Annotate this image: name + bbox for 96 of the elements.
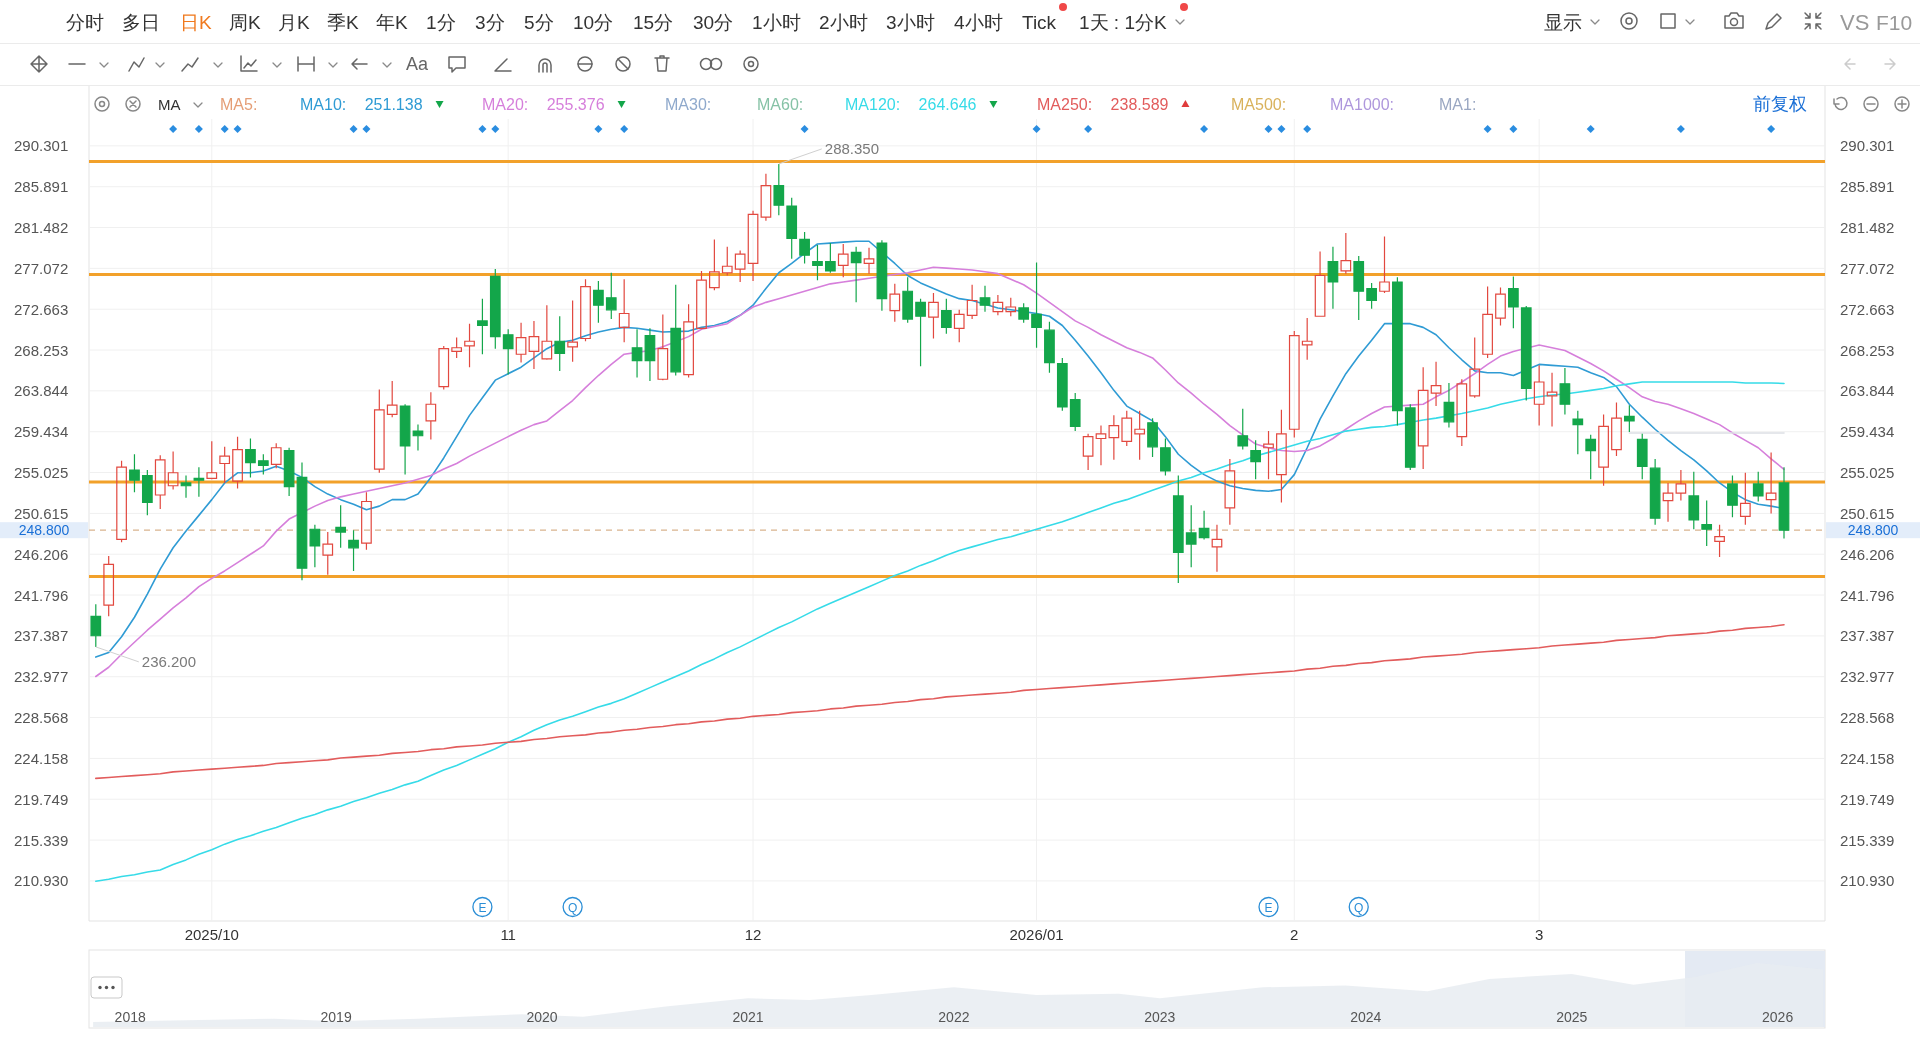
y-tick-label: 285.891 bbox=[14, 178, 69, 196]
y2-tick-label: 241.796 bbox=[1840, 586, 1895, 604]
text: 月K bbox=[278, 11, 310, 33]
annotation: E bbox=[478, 900, 487, 915]
text: 前复权 bbox=[1753, 94, 1807, 114]
y-tick-label: 210.930 bbox=[14, 872, 69, 890]
text: MA30: bbox=[665, 95, 712, 113]
y2-tick-label: 272.663 bbox=[1840, 300, 1895, 318]
y2-tick-label: 210.930 bbox=[1840, 872, 1895, 890]
x-tick-label: 2026 bbox=[1762, 1009, 1794, 1025]
y-tick-label: 281.482 bbox=[14, 219, 69, 237]
text: 多日 bbox=[122, 11, 160, 33]
text: MA1: bbox=[1439, 95, 1477, 113]
text: 10分 bbox=[573, 11, 614, 33]
x-tick-label: 2 bbox=[1290, 925, 1299, 943]
y-tick-label: 232.977 bbox=[14, 668, 69, 686]
y2-tick-label: 228.568 bbox=[1840, 709, 1895, 727]
y2-tick-label: 259.434 bbox=[1840, 423, 1895, 441]
x-tick-label: 2022 bbox=[938, 1009, 970, 1025]
y-tick-label: 237.387 bbox=[14, 627, 69, 645]
text: Aa bbox=[406, 54, 430, 74]
x-tick-label: 2026/01 bbox=[1009, 925, 1064, 943]
x-tick-label: 12 bbox=[744, 925, 762, 943]
text: MA250: 238.589 bbox=[1037, 95, 1169, 113]
text: 1天 : 1分K bbox=[1079, 11, 1167, 33]
text: MA120: 264.646 bbox=[845, 95, 977, 113]
annotation: 288.350 bbox=[824, 140, 880, 158]
text: 年K bbox=[376, 11, 408, 33]
annotation: Q bbox=[567, 900, 578, 915]
y-tick-label: 255.025 bbox=[14, 464, 69, 482]
text: 15分 bbox=[633, 11, 674, 33]
text: Tick bbox=[1022, 11, 1057, 33]
text: 4小时 bbox=[954, 11, 1003, 33]
y2-tick-label: 232.977 bbox=[1840, 668, 1895, 686]
ref-line-label: 248.800 bbox=[18, 522, 70, 539]
y-tick-label: 259.434 bbox=[14, 423, 69, 441]
x-tick-label: 2020 bbox=[526, 1009, 558, 1025]
x-tick-label: 2018 bbox=[114, 1009, 146, 1025]
x-tick-label: 11 bbox=[500, 925, 516, 943]
annotation: E bbox=[1264, 900, 1273, 915]
text: MA10: 251.138 bbox=[300, 95, 423, 113]
y-tick-label: 224.158 bbox=[14, 749, 69, 767]
y2-tick-label: 224.158 bbox=[1840, 749, 1895, 767]
y2-tick-label: 281.482 bbox=[1840, 219, 1895, 237]
text: 1小时 bbox=[752, 11, 801, 33]
y-tick-label: 268.253 bbox=[14, 341, 69, 359]
x-tick-label: 2025/10 bbox=[184, 925, 239, 943]
y-tick-label: 290.301 bbox=[14, 137, 69, 155]
text: 季K bbox=[327, 11, 359, 33]
x-tick-label: 2021 bbox=[732, 1009, 764, 1025]
y2-tick-label: 277.072 bbox=[1840, 259, 1895, 277]
text: VS bbox=[1840, 9, 1870, 35]
text: MA60: bbox=[757, 95, 804, 113]
y-tick-label: 241.796 bbox=[14, 586, 69, 604]
text: F10 bbox=[1876, 10, 1913, 34]
y2-tick-label: 215.339 bbox=[1840, 831, 1895, 849]
x-tick-label: 2024 bbox=[1350, 1009, 1382, 1025]
y2-tick-label: 219.749 bbox=[1840, 790, 1895, 808]
text: 3小时 bbox=[886, 11, 935, 33]
x-tick-label: 2023 bbox=[1144, 1009, 1176, 1025]
text: MA1000: bbox=[1330, 95, 1395, 113]
text: 3分 bbox=[475, 11, 505, 33]
x-tick-label: 2019 bbox=[320, 1009, 352, 1025]
text: 显示 bbox=[1544, 11, 1582, 33]
text: MA500: bbox=[1231, 95, 1287, 113]
text: 2小时 bbox=[819, 11, 868, 33]
y2-tick-label: 237.387 bbox=[1840, 627, 1895, 645]
y2-tick-label: 250.615 bbox=[1840, 504, 1895, 522]
x-tick-label: 2025 bbox=[1556, 1009, 1588, 1025]
y2-tick-label: 246.206 bbox=[1840, 545, 1895, 563]
y-tick-label: 272.663 bbox=[14, 300, 69, 318]
y-tick-label: 215.339 bbox=[14, 831, 69, 849]
x-tick-label: 3 bbox=[1534, 925, 1544, 943]
y2-tick-label: 263.844 bbox=[1840, 382, 1895, 400]
y-tick-label: 277.072 bbox=[14, 259, 69, 277]
y-tick-label: 228.568 bbox=[14, 709, 69, 727]
y2-tick-label: 290.301 bbox=[1840, 137, 1895, 155]
text: 周K bbox=[229, 11, 261, 33]
text: 日K bbox=[180, 11, 212, 33]
y2-tick-label: 285.891 bbox=[1840, 178, 1895, 196]
y-tick-label: 246.206 bbox=[14, 545, 69, 563]
y2-tick-label: 268.253 bbox=[1840, 341, 1895, 359]
text: MA5: bbox=[220, 95, 258, 113]
text: 248.800 bbox=[1847, 522, 1899, 539]
text: 分时 bbox=[66, 11, 104, 33]
annotation: 236.200 bbox=[141, 653, 197, 671]
text: 30分 bbox=[693, 11, 734, 33]
y2-tick-label: 255.025 bbox=[1840, 464, 1895, 482]
annotation: Q bbox=[1354, 900, 1364, 915]
text: MA bbox=[158, 95, 181, 113]
text: 5分 bbox=[524, 11, 554, 33]
y-tick-label: 263.844 bbox=[14, 382, 69, 400]
y-tick-label: 219.749 bbox=[14, 790, 69, 808]
text: MA20: 255.376 bbox=[482, 95, 605, 113]
text: 1分 bbox=[426, 11, 456, 33]
y-tick-label: 250.615 bbox=[14, 504, 69, 522]
